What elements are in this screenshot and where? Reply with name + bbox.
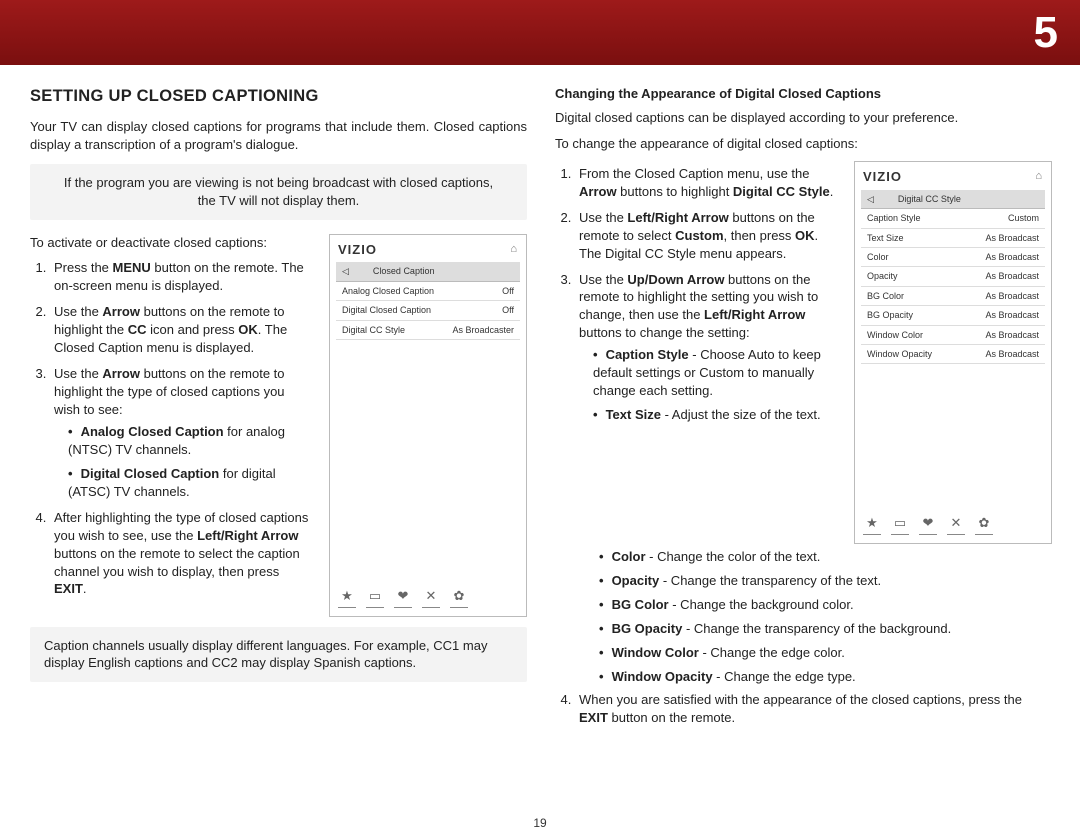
right-column: Changing the Appearance of Digital Close… xyxy=(555,85,1052,735)
x-icon: ✕ xyxy=(422,587,440,608)
right-steps: From the Closed Caption menu, use the Ar… xyxy=(555,161,838,544)
activate-intro: To activate or deactivate closed caption… xyxy=(30,234,313,252)
r-step-2: Use the Left/Right Arrow buttons on the … xyxy=(575,209,838,263)
step-3: Use the Arrow buttons on the remote to h… xyxy=(50,365,313,501)
menu-icon-row: ★ ▭ ❤ ✕ ✿ xyxy=(338,587,518,608)
step-1: Press the MENU button on the remote. The… xyxy=(50,259,313,295)
menu-row: Analog Closed CaptionOff xyxy=(336,282,520,301)
closed-caption-menu-screenshot: VIZIO⌂ ◁Closed Caption Analog Closed Cap… xyxy=(329,234,527,617)
page-number: 19 xyxy=(533,816,546,830)
menu-brand: VIZIO⌂ xyxy=(861,168,1045,186)
chapter-bar: 5 xyxy=(0,0,1080,65)
digital-cc-style-menu-screenshot: VIZIO⌂ ◁Digital CC Style Caption StyleCu… xyxy=(854,161,1052,544)
heart-icon: ❤ xyxy=(394,587,412,608)
step-2: Use the Arrow buttons on the remote to h… xyxy=(50,303,313,357)
menu-row: BG ColorAs Broadcast xyxy=(861,287,1045,306)
menu-row: OpacityAs Broadcast xyxy=(861,267,1045,286)
menu-row: Window OpacityAs Broadcast xyxy=(861,345,1045,364)
home-icon: ⌂ xyxy=(510,242,518,257)
back-arrow-icon: ◁ xyxy=(342,265,349,277)
chapter-number: 5 xyxy=(1034,8,1058,58)
options-list-continued: Color - Change the color of the text. Op… xyxy=(589,548,1052,686)
r-step-3: Use the Up/Down Arrow buttons on the rem… xyxy=(575,271,838,425)
menu-header: ◁Digital CC Style xyxy=(861,190,1045,209)
star-icon: ★ xyxy=(863,514,881,535)
gear-icon: ✿ xyxy=(975,514,993,535)
options-list: Caption Style - Choose Auto to keep defa… xyxy=(579,346,838,424)
left-steps: To activate or deactivate closed caption… xyxy=(30,234,313,617)
menu-brand: VIZIO⌂ xyxy=(336,241,520,259)
step-4: After highlighting the type of closed ca… xyxy=(50,509,313,599)
bullet-analog: Analog Closed Caption for analog (NTSC) … xyxy=(64,423,313,459)
menu-row: ColorAs Broadcast xyxy=(861,248,1045,267)
bullet-digital: Digital Closed Caption for digital (ATSC… xyxy=(64,465,313,501)
rect-icon: ▭ xyxy=(366,587,384,608)
left-column: SETTING UP CLOSED CAPTIONING Your TV can… xyxy=(30,85,527,735)
menu-row: Text SizeAs Broadcast xyxy=(861,229,1045,248)
x-icon: ✕ xyxy=(947,514,965,535)
section-title: SETTING UP CLOSED CAPTIONING xyxy=(30,85,527,108)
menu-row: Window ColorAs Broadcast xyxy=(861,326,1045,345)
right-intro: Digital closed captions can be displayed… xyxy=(555,109,1052,127)
right-lead: To change the appearance of digital clos… xyxy=(555,135,1052,153)
page-content: SETTING UP CLOSED CAPTIONING Your TV can… xyxy=(0,65,1080,735)
r-step-1: From the Closed Caption menu, use the Ar… xyxy=(575,165,838,201)
intro-text: Your TV can display closed captions for … xyxy=(30,118,527,154)
star-icon: ★ xyxy=(338,587,356,608)
menu-row: BG OpacityAs Broadcast xyxy=(861,306,1045,325)
callout-box-2: Caption channels usually display differe… xyxy=(30,627,527,683)
menu-icon-row: ★ ▭ ❤ ✕ ✿ xyxy=(863,514,1043,535)
callout-box-1: If the program you are viewing is not be… xyxy=(30,164,527,220)
back-arrow-icon: ◁ xyxy=(867,193,874,205)
menu-row: Digital Closed CaptionOff xyxy=(336,301,520,320)
subsection-title: Changing the Appearance of Digital Close… xyxy=(555,85,1052,103)
r-step-4: When you are satisfied with the appearan… xyxy=(575,691,1052,727)
menu-row: Digital CC StyleAs Broadcaster xyxy=(336,321,520,340)
menu-header: ◁Closed Caption xyxy=(336,262,520,281)
menu-row: Caption StyleCustom xyxy=(861,209,1045,228)
home-icon: ⌂ xyxy=(1035,169,1043,184)
rect-icon: ▭ xyxy=(891,514,909,535)
gear-icon: ✿ xyxy=(450,587,468,608)
heart-icon: ❤ xyxy=(919,514,937,535)
